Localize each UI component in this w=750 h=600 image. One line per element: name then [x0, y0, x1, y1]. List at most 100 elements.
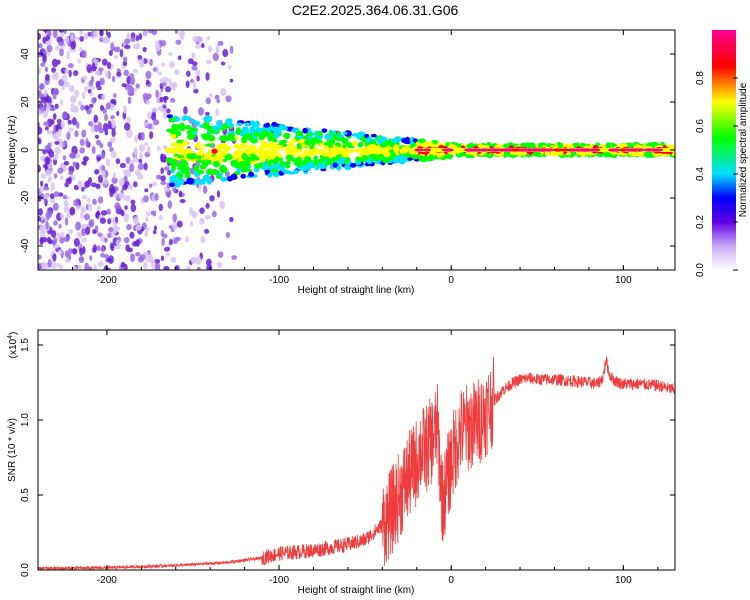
- spectrogram-noise-blob: [40, 96, 45, 101]
- spectrogram-noise-blob: [70, 103, 76, 113]
- spectrogram-noise-blob: [174, 69, 180, 76]
- spectrogram-noise-blob: [61, 84, 65, 91]
- spectrogram-noise-blob: [106, 208, 111, 215]
- spectrogram-noise-blob: [107, 120, 112, 130]
- spectrogram-noise-blob: [101, 93, 106, 101]
- spectrogram-noise-blob: [61, 74, 68, 82]
- spectrogram-noise-blob: [40, 62, 46, 67]
- spectrogram-noise-blob: [130, 36, 136, 42]
- spectrogram-noise-blob: [52, 94, 57, 100]
- spectrogram-band-blob: [235, 127, 241, 136]
- spectrogram-band-blob: [354, 160, 362, 166]
- spectrogram-noise-blob: [80, 211, 84, 220]
- spectrogram-band-blob: [271, 148, 277, 152]
- spectrogram-noise-blob: [56, 263, 61, 268]
- spectrogram-band-blob: [238, 161, 246, 166]
- spectrogram-band-blob: [240, 173, 247, 179]
- spectrogram-band-blob: [262, 143, 269, 149]
- spectrogram-noise-blob: [142, 46, 147, 53]
- spectrogram-noise-blob: [55, 124, 59, 132]
- spectrogram-noise-blob: [79, 138, 85, 147]
- spectrogram-noise-blob: [38, 109, 42, 116]
- spectrogram-noise-blob: [46, 44, 53, 53]
- spectrogram-noise-blob: [107, 141, 113, 148]
- spectrogram-band-blob: [217, 173, 224, 177]
- spectrogram-noise-blob: [84, 105, 90, 111]
- spectrogram-noise-blob: [212, 52, 219, 62]
- spectrogram-noise-blob: [91, 97, 96, 104]
- spectrogram-band-blob: [181, 140, 189, 147]
- spectrogram-band-blob: [267, 159, 274, 165]
- spectrogram-noise-blob: [78, 47, 83, 53]
- spectrogram-noise-blob: [119, 162, 127, 169]
- spectrogram-band-blob: [509, 151, 516, 156]
- spectrogram-noise-blob: [168, 52, 173, 57]
- spectrogram-band-blob: [272, 158, 279, 165]
- spectrogram-band-blob: [343, 150, 349, 155]
- spectrogram-band-blob: [266, 131, 275, 139]
- spectrogram-noise-blob: [74, 130, 79, 138]
- spectrogram-band-blob: [299, 154, 306, 158]
- spectrogram-noise-blob: [44, 126, 49, 131]
- spectrogram-band-blob: [324, 133, 333, 141]
- spectrogram-noise-blob: [99, 30, 104, 37]
- spectrogram-noise-blob: [123, 194, 127, 201]
- spectrogram-band-blob: [603, 151, 611, 158]
- spectrogram-noise-blob: [197, 107, 205, 116]
- spectrogram-noise-blob: [138, 158, 143, 164]
- spectrogram-band-blob: [286, 170, 292, 174]
- spectrogram-band-blob: [203, 132, 212, 141]
- spectrogram-noise-blob: [119, 48, 124, 58]
- spectrogram-noise-blob: [63, 236, 70, 243]
- spectrogram-noise-blob: [149, 58, 153, 67]
- spectrogram-noise-blob: [67, 119, 72, 125]
- spectrogram-noise-blob: [114, 202, 121, 210]
- spectrogram-band-blob: [343, 159, 349, 164]
- spectrogram-noise-blob: [66, 131, 71, 141]
- spectrogram-band-blob: [183, 161, 189, 167]
- spectrogram-noise-blob: [81, 186, 85, 192]
- spectrogram-noise-blob: [72, 248, 77, 255]
- spectrogram-band-blob: [344, 163, 352, 171]
- spectrogram-noise-blob: [229, 45, 234, 54]
- spectrogram-noise-blob: [116, 71, 122, 77]
- spectrogram-peak-blob: [539, 148, 547, 152]
- spectrogram-noise-blob: [52, 202, 59, 211]
- spectrogram-noise-blob: [163, 266, 170, 270]
- spectrogram-noise-blob: [185, 80, 190, 89]
- spectrogram-band-blob: [290, 145, 297, 152]
- snr-x-tick-label: 0: [448, 575, 454, 586]
- spectrogram-noise-blob: [128, 84, 133, 90]
- spectrogram-noise-blob: [64, 35, 70, 45]
- spectrogram-band-blob: [316, 149, 323, 155]
- spectrogram-noise-blob: [113, 93, 117, 99]
- spectrogram-band-blob: [322, 145, 330, 151]
- spectrogram-band-blob: [337, 148, 346, 153]
- spectrogram-band-blob: [534, 150, 541, 157]
- spectrogram-noise-blob: [140, 131, 145, 141]
- spectrogram-noise-blob: [171, 82, 178, 89]
- snr-scale-label: (x104): [7, 332, 19, 359]
- spectrogram-band-blob: [240, 168, 247, 173]
- spectrogram-noise-blob: [59, 264, 64, 270]
- spectrogram-band-blob: [382, 158, 391, 164]
- spectrogram-band-blob: [421, 156, 428, 162]
- spectrogram-noise-blob: [124, 122, 131, 131]
- spectrogram-band-blob: [354, 148, 360, 153]
- spectrogram-band-blob: [206, 169, 213, 174]
- spectrogram-noise-blob: [44, 66, 49, 73]
- spectrogram-noise-blob: [40, 180, 44, 187]
- spectrogram-noise-blob: [52, 113, 57, 120]
- spectrogram-noise-blob: [160, 40, 167, 47]
- snr-background: [38, 330, 675, 570]
- page-title: C2E2.2025.364.06.31.G06: [291, 2, 459, 18]
- spectrogram-noise-blob: [123, 236, 130, 244]
- spectrogram-noise-blob: [129, 231, 135, 239]
- spectrogram-noise-blob: [111, 75, 116, 83]
- spectrogram-noise-blob: [231, 255, 237, 260]
- spectrogram-peak-blob: [468, 148, 475, 152]
- spectrogram-noise-blob: [44, 145, 51, 151]
- spectrogram-noise-blob: [209, 195, 215, 202]
- spectrogram-noise-blob: [54, 140, 60, 145]
